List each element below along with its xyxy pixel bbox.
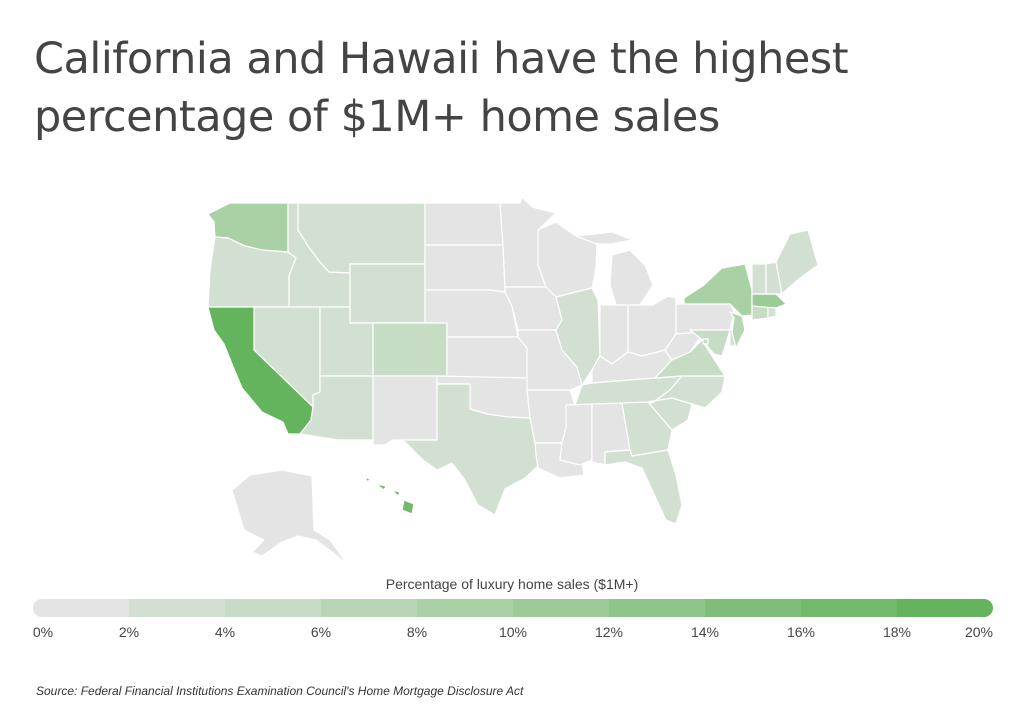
state-NM [372, 375, 438, 446]
legend-swatch [417, 599, 513, 617]
legend-swatch [321, 599, 417, 617]
legend-swatch [705, 599, 801, 617]
state-VT [751, 263, 767, 295]
legend-swatch [801, 599, 897, 617]
legend-color-scale [33, 599, 993, 617]
legend-tick-label: 2% [118, 624, 140, 640]
state-NC [647, 375, 726, 409]
state-MI [575, 231, 654, 306]
state-TX [402, 383, 539, 516]
legend-tick-label: 8% [406, 624, 428, 640]
legend-tick-label: 0% [32, 624, 54, 640]
state-WY [349, 263, 426, 324]
source-note: Source: Federal Financial Institutions E… [36, 684, 524, 698]
legend-swatch [129, 599, 225, 617]
state-FL [604, 449, 683, 525]
state-HI [363, 476, 415, 515]
legend-swatch [513, 599, 609, 617]
legend-swatch [609, 599, 705, 617]
state-MA [751, 293, 787, 309]
legend-tick-label: 10% [498, 624, 528, 640]
legend-title: Percentage of luxury home sales ($1M+) [385, 576, 639, 592]
state-DC [702, 338, 709, 345]
state-CA [207, 306, 314, 435]
state-ND [424, 202, 504, 246]
legend-tick-label: 12% [594, 624, 624, 640]
state-SD [424, 244, 506, 293]
legend-tick-label: 14% [690, 624, 720, 640]
chart-title: California and Hawaii have the highest p… [34, 34, 849, 142]
legend-tick-label: 4% [214, 624, 236, 640]
legend-swatch [33, 599, 129, 617]
state-ME [775, 229, 819, 295]
legend-swatch [897, 599, 993, 617]
legend-tick-label: 6% [310, 624, 332, 640]
state-WI [537, 221, 598, 298]
state-AK [231, 469, 349, 566]
legend-swatch [225, 599, 321, 617]
legend-tick-label: 20% [964, 624, 994, 640]
state-CO [372, 322, 448, 377]
legend-tick-label: 18% [882, 624, 912, 640]
state-KS [446, 336, 528, 379]
legend-tick-label: 16% [786, 624, 816, 640]
